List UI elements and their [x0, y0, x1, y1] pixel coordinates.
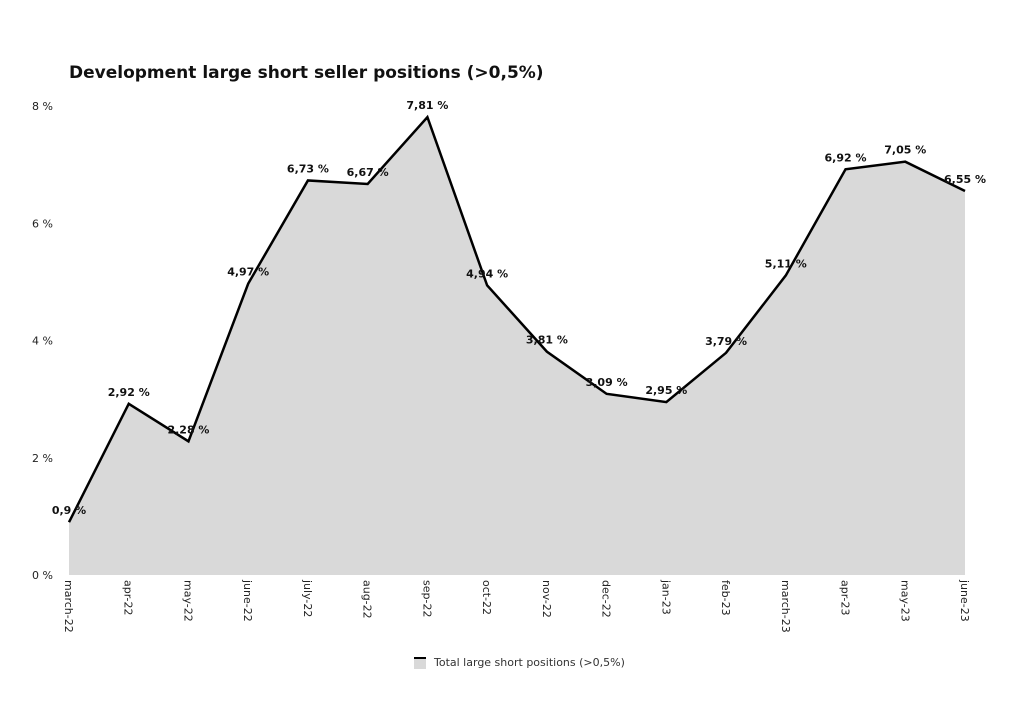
data-label: 2,95 % [645, 384, 687, 397]
data-label: 6,73 % [287, 162, 329, 175]
x-tick-label: july-22 [301, 579, 314, 617]
x-tick-label: dec-22 [600, 580, 613, 618]
data-label: 6,92 % [825, 151, 867, 164]
x-tick-label: may-23 [898, 580, 911, 622]
legend-swatch [414, 656, 426, 669]
x-tick-label: apr-22 [122, 580, 135, 616]
data-label: 3,81 % [526, 334, 568, 347]
x-tick-label: sep-22 [420, 580, 433, 617]
x-tick-label: nov-22 [540, 580, 553, 618]
x-tick-label: march-23 [779, 580, 792, 633]
x-tick-label: march-22 [62, 580, 75, 633]
y-tick-label: 2 % [32, 452, 53, 465]
data-label: 2,28 % [167, 423, 209, 436]
y-tick-label: 4 % [32, 335, 53, 348]
series-line [67, 114, 966, 523]
data-label: 5,11 % [765, 257, 807, 270]
legend: Total large short positions (>0,5%) [414, 656, 625, 669]
data-label: 2,92 % [108, 386, 150, 399]
data-label: 3,79 % [705, 335, 747, 348]
x-tick-label: aug-22 [361, 580, 374, 619]
data-label: 6,67 % [347, 166, 389, 179]
data-label: 0,9 % [52, 504, 86, 517]
x-tick-label: apr-23 [839, 580, 852, 616]
y-tick-label: 6 % [32, 217, 53, 230]
x-tick-label: june-23 [958, 579, 971, 622]
x-tick-label: feb-23 [719, 580, 732, 616]
data-label: 7,81 % [406, 99, 448, 112]
legend-label: Total large short positions (>0,5%) [434, 656, 625, 669]
y-tick-label: 0 % [32, 569, 53, 582]
x-tick-label: oct-22 [480, 580, 493, 615]
y-tick-label: 8 % [32, 100, 53, 113]
data-label: 3,09 % [586, 376, 628, 389]
area-fill [69, 117, 965, 576]
x-tick-label: jan-23 [659, 579, 672, 615]
data-label: 4,97 % [227, 266, 269, 279]
data-label: 4,94 % [466, 267, 508, 280]
data-label: 7,05 % [884, 144, 926, 157]
x-tick-label: may-22 [181, 580, 194, 622]
data-label: 6,55 % [944, 173, 986, 186]
x-tick-label: june-22 [241, 579, 254, 622]
chart-title: Development large short seller positions… [69, 63, 544, 83]
